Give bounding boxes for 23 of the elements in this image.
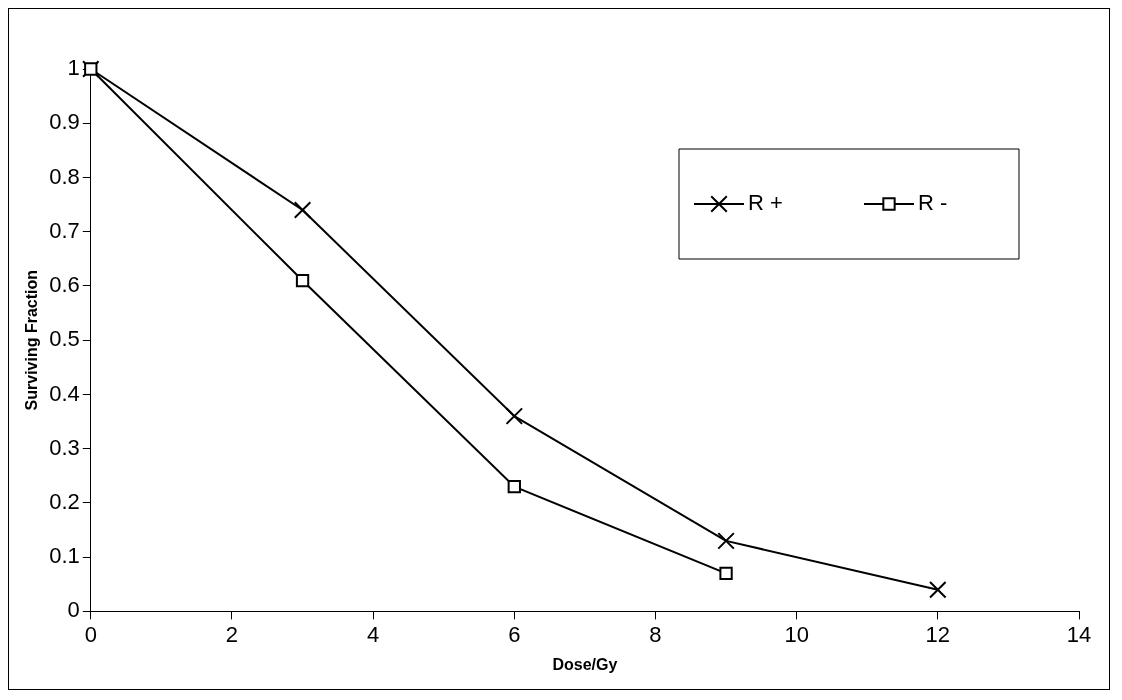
legend-label: R -	[918, 190, 948, 216]
y-tick-label: 0	[67, 597, 80, 623]
y-tick-label: 0.1	[49, 543, 80, 569]
y-tick-label: 0.9	[49, 109, 80, 135]
x-axis-title: Dose/Gy	[552, 655, 618, 673]
y-tick-label: 0.5	[49, 326, 80, 352]
y-tick-label: 0.2	[49, 488, 80, 514]
x-tick-label: 0	[84, 621, 97, 647]
y-tick-label: 1	[67, 55, 80, 81]
x-tick-label: 2	[225, 621, 239, 647]
x-tick-label: 14	[1066, 621, 1092, 647]
legend-label: R +	[748, 190, 783, 216]
y-tick-label: 0.7	[49, 217, 80, 243]
y-tick-label: 0.6	[49, 272, 80, 298]
x-tick-label: 12	[925, 621, 951, 647]
x-tick-label: 4	[367, 621, 380, 647]
x-tick-label: 6	[508, 621, 521, 647]
y-tick-label: 0.8	[49, 163, 80, 189]
y-tick-label: 0.3	[49, 434, 80, 460]
y-axis-title: Surviving Fraction	[23, 269, 41, 411]
x-tick-label: 8	[649, 621, 662, 647]
y-tick-label: 0.4	[49, 380, 80, 406]
x-tick-label: 10	[784, 621, 809, 647]
